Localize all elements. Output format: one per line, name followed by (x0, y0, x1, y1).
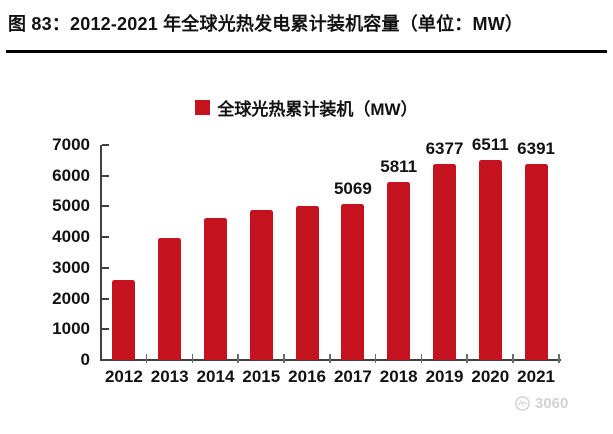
x-tick (283, 354, 285, 363)
legend-marker-icon (195, 100, 211, 115)
x-tick (512, 354, 514, 363)
watermark-text: 3060 (535, 395, 569, 412)
bar-2014 (204, 218, 227, 360)
y-tick (102, 359, 109, 361)
x-tick-label: 2017 (333, 367, 372, 386)
y-tick-label: 5000 (52, 196, 90, 216)
bar-2019 (433, 164, 456, 360)
bar-value-label: 6511 (471, 135, 509, 155)
y-tick-label: 0 (80, 350, 90, 369)
x-tick-label: 2015 (242, 367, 281, 386)
x-axis-line (100, 359, 561, 361)
y-axis-line (100, 145, 102, 361)
y-tick (102, 297, 109, 300)
x-tick-label: 2012 (104, 367, 143, 386)
x-tick (237, 354, 239, 363)
y-tick (102, 266, 109, 269)
x-tick-label: 2019 (425, 367, 464, 386)
bar-2017 (341, 204, 365, 360)
y-tick-label: 1000 (52, 319, 90, 339)
y-tick (102, 144, 109, 146)
chart-legend: 全球光热累计装机（MW） (0, 95, 613, 120)
bar-value-label: 5811 (380, 156, 418, 176)
title-divider (6, 50, 607, 53)
y-tick-label: 7000 (52, 135, 90, 154)
y-tick (102, 174, 109, 177)
x-tick-label: 2018 (379, 367, 418, 386)
bar-2015 (249, 210, 273, 360)
figure-title: 图 83：2012-2021 年全球光热发电累计装机容量（单位：MW） (8, 14, 524, 34)
bar-2020 (478, 160, 502, 360)
bar-2016 (295, 206, 319, 360)
bar-value-label: 6391 (517, 138, 556, 158)
bar-value-label: 6377 (425, 139, 464, 159)
bar-value-label: 5069 (333, 179, 372, 199)
x-tick (374, 354, 377, 363)
y-tick-label: 4000 (52, 227, 90, 247)
x-tick-label: 2021 (517, 367, 556, 386)
y-tick (102, 236, 109, 239)
bar-2013 (158, 238, 182, 360)
x-tick (329, 354, 331, 363)
legend-label: 全球光热累计装机（MW） (217, 100, 418, 119)
bar-2018 (387, 181, 411, 360)
y-tick (102, 328, 109, 331)
y-tick-label: 2000 (52, 288, 90, 308)
x-tick-label: 2014 (196, 367, 235, 386)
y-tick-label: 3000 (52, 257, 90, 277)
x-tick (558, 354, 560, 363)
bar-2012 (112, 280, 136, 360)
y-tick-label: 6000 (52, 165, 90, 185)
x-tick (466, 354, 468, 363)
x-tick-label: 2013 (150, 367, 189, 386)
y-tick (102, 205, 109, 208)
x-tick (420, 354, 423, 363)
globe-logo-icon (515, 396, 530, 411)
bar-2021 (524, 163, 548, 360)
watermark: 3060 (514, 395, 568, 412)
x-tick (191, 354, 194, 363)
x-tick-label: 2020 (471, 367, 510, 386)
x-tick (145, 354, 148, 363)
x-tick-label: 2016 (288, 367, 327, 386)
